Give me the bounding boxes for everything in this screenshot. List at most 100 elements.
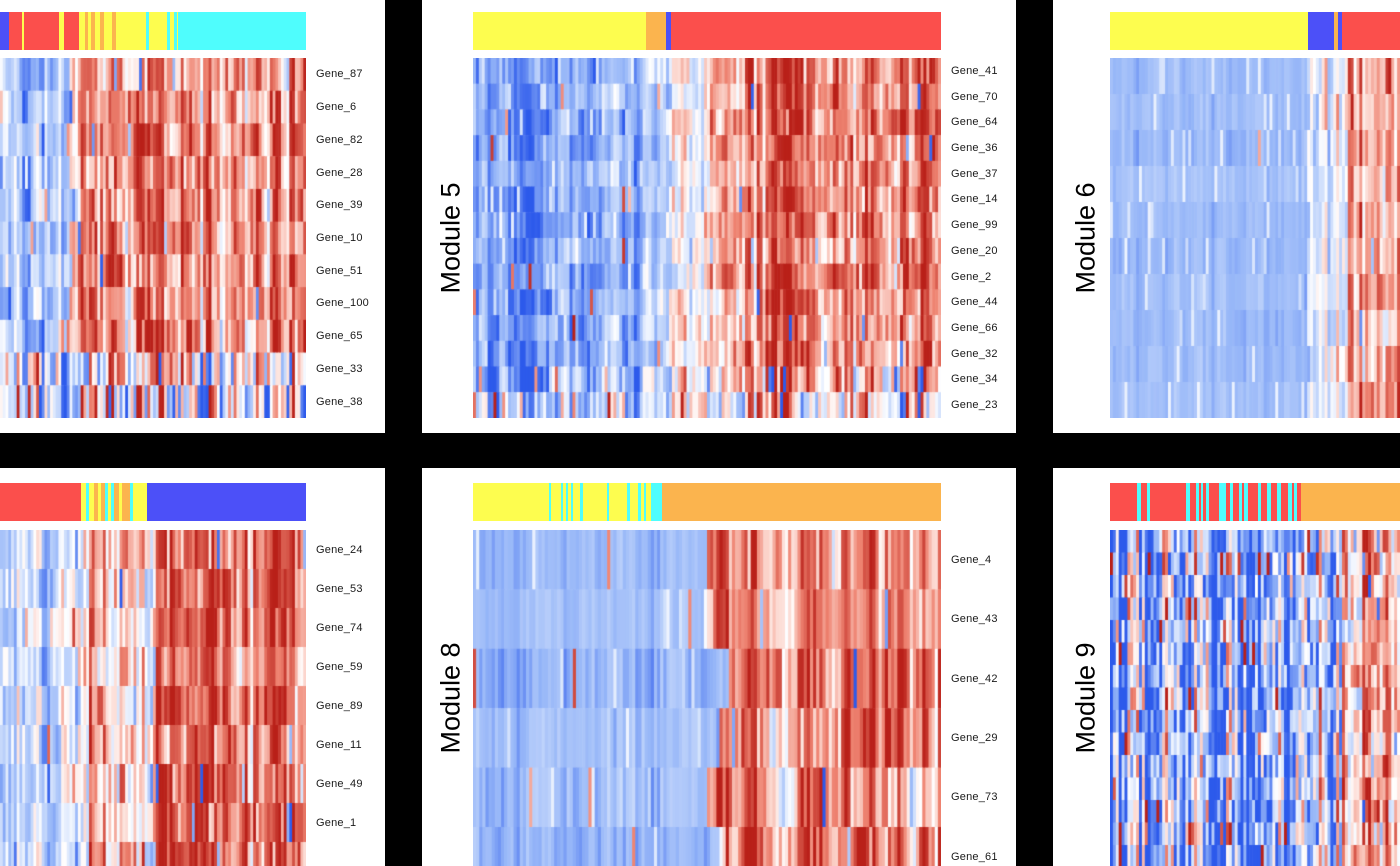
- annotation-segment-yellow: [1110, 12, 1309, 50]
- annotation-segment-red: [670, 12, 941, 50]
- annotation-segment-cyan: [1238, 483, 1242, 521]
- annotation-segment-cyan: [110, 483, 114, 521]
- annotation-segment-yellow: [78, 12, 85, 50]
- expression-heatmap: [0, 530, 306, 866]
- expression-heatmap: [473, 58, 941, 418]
- annotation-segment-red: [1110, 483, 1138, 521]
- gene-label-column: Gene_24 Gene_53 Gene_74 Gene_59 Gene_89 Gene_…: [316, 468, 388, 866]
- heatmap-canvas: [473, 530, 941, 866]
- annotation-segment-orange: [1334, 12, 1339, 50]
- annotation-segment-cyan: [1200, 483, 1204, 521]
- annotation-segment-red: [1270, 483, 1277, 521]
- annotation-segment-cyan: [1267, 483, 1271, 521]
- annotation-segment-blue: [146, 483, 306, 521]
- annotation-segment-cyan: [638, 483, 641, 521]
- annotation-segment-orange: [113, 483, 119, 521]
- annotation-segment-cyan: [570, 483, 573, 521]
- gene-label: Gene_65: [316, 330, 363, 343]
- annotation-segment-red: [1296, 483, 1301, 521]
- gene-label: Gene_29: [951, 731, 998, 744]
- annotation-segment-red: [24, 12, 59, 50]
- annotation-segment-cyan: [1257, 483, 1262, 521]
- gene-label-column: Gene_4 Gene_43 Gene_42 Gene_29 Gene_73 Gene_6…: [951, 468, 1023, 866]
- annotation-segment-cyan: [85, 483, 89, 521]
- annotation-segment-cyan: [146, 12, 150, 50]
- gene-label: Gene_61: [951, 850, 998, 863]
- annotation-segment-red: [1291, 483, 1295, 521]
- annotation-segment-yellow: [583, 483, 607, 521]
- module-title: Module 9: [1070, 642, 1101, 754]
- expression-heatmap: [473, 530, 941, 866]
- annotation-segment-yellow: [176, 12, 179, 50]
- gene-label: Gene_73: [951, 791, 998, 804]
- annotation-segment-cyan: [1229, 483, 1233, 521]
- gene-label: Gene_53: [316, 582, 363, 595]
- sample-annotation-bar: [1110, 483, 1400, 521]
- annotation-segment-orange: [100, 483, 105, 521]
- gene-label: Gene_33: [316, 362, 363, 375]
- annotation-segment-red: [1203, 483, 1206, 521]
- gene-label: Gene_14: [951, 193, 998, 206]
- panel-bottom-left: Gene_24 Gene_53 Gene_74 Gene_59 Gene_89 Gene_…: [0, 468, 385, 866]
- heatmap-canvas: [0, 58, 306, 418]
- heatmap-canvas: [1110, 58, 1400, 418]
- annotation-segment-cyan: [1146, 483, 1151, 521]
- annotation-segment-blue: [666, 12, 671, 50]
- heatmap-canvas: [1110, 530, 1400, 866]
- expression-heatmap: [1110, 58, 1400, 418]
- gene-label: Gene_1: [316, 816, 357, 829]
- annotation-segment-yellow: [640, 483, 644, 521]
- gene-label: Gene_87: [316, 68, 363, 81]
- gene-label: Gene_59: [316, 660, 363, 673]
- annotation-segment-yellow: [94, 12, 101, 50]
- annotation-segment-cyan: [1219, 483, 1226, 521]
- annotation-segment-cyan: [167, 12, 171, 50]
- gene-label: Gene_51: [316, 264, 363, 277]
- annotation-segment-red: [1150, 483, 1187, 521]
- annotation-segment-red: [64, 12, 79, 50]
- gene-label: Gene_89: [316, 699, 363, 712]
- sample-annotation-bar: [0, 12, 306, 50]
- panel-module-6: Module 6: [1053, 0, 1400, 433]
- gene-label: Gene_4: [951, 553, 992, 566]
- annotation-segment-orange: [91, 12, 95, 50]
- gene-label: Gene_70: [951, 90, 998, 103]
- annotation-segment-yellow: [80, 483, 86, 521]
- annotation-segment-yellow: [170, 12, 175, 50]
- gene-label: Gene_28: [316, 166, 363, 179]
- gene-label: Gene_11: [316, 738, 362, 751]
- annotation-segment-cyan: [650, 483, 662, 521]
- annotation-segment-yellow: [608, 483, 628, 521]
- panel-module-8: Module 8 Gene_4 Gene_43 Gene_42 Gene_29 Gene…: [422, 468, 1016, 866]
- annotation-segment-red: [1198, 483, 1201, 521]
- annotation-segment-red: [1261, 483, 1268, 521]
- expression-heatmap: [0, 58, 306, 418]
- sample-annotation-bar: [473, 483, 941, 521]
- annotation-segment-cyan: [643, 483, 646, 521]
- annotation-segment-cyan: [1196, 483, 1199, 521]
- annotation-segment-red: [1241, 483, 1245, 521]
- annotation-segment-yellow: [473, 12, 647, 50]
- annotation-segment-yellow: [473, 483, 549, 521]
- annotation-segment-yellow: [118, 483, 122, 521]
- annotation-segment-red: [0, 483, 81, 521]
- module-title: Module 6: [1070, 182, 1101, 294]
- heatmap-canvas: [473, 58, 941, 418]
- annotation-segment-yellow: [149, 12, 168, 50]
- gene-label: Gene_49: [316, 777, 363, 790]
- annotation-segment-blue: [1338, 12, 1342, 50]
- gene-label: Gene_36: [951, 141, 998, 154]
- gene-label-column: Gene_87 Gene_6 Gene_82 Gene_28 Gene_39 Gene_1…: [316, 0, 388, 433]
- annotation-segment-blue: [1308, 12, 1335, 50]
- annotation-segment-red: [1225, 483, 1230, 521]
- gene-label: Gene_100: [316, 297, 369, 310]
- annotation-segment-cyan: [1244, 483, 1248, 521]
- annotation-segment-yellow: [88, 483, 94, 521]
- annotation-segment-cyan: [178, 12, 306, 50]
- annotation-segment-yellow: [88, 12, 92, 50]
- annotation-segment-yellow: [550, 483, 561, 521]
- annotation-segment-cyan: [627, 483, 631, 521]
- annotation-segment-yellow: [107, 483, 111, 521]
- annotation-segment-red: [1209, 483, 1220, 521]
- panel-top-left: Gene_87 Gene_6 Gene_82 Gene_28 Gene_39 Gene_1…: [0, 0, 385, 433]
